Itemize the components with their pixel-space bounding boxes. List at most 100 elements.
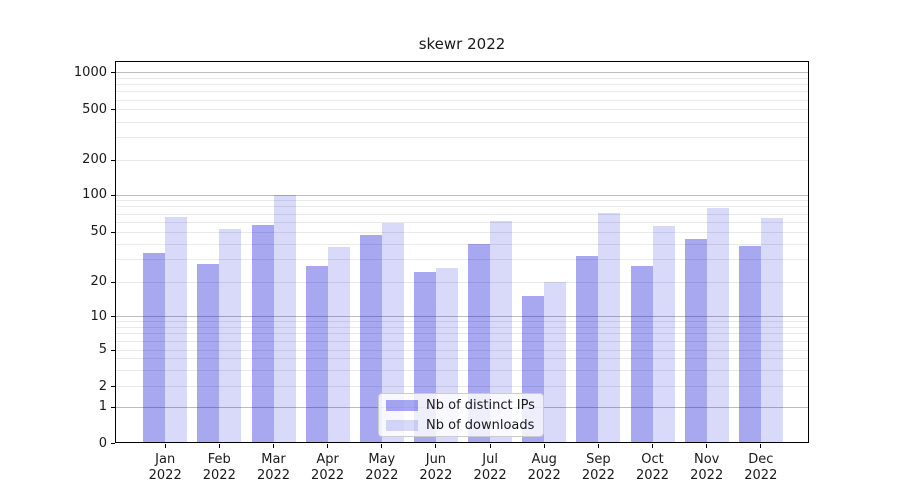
y-tick-label-5: 5 — [98, 342, 107, 357]
x-tick-label-jan: Jan 2022 — [148, 452, 182, 483]
legend-swatch-distinct-ips — [386, 399, 418, 411]
x-tick-label-sep: Sep 2022 — [581, 452, 615, 483]
x-tick-label-apr: Apr 2022 — [311, 452, 345, 483]
gridline-minor-90 — [116, 200, 808, 202]
legend-item-distinct-ips: Nb of distinct IPs — [386, 397, 543, 414]
y-tick-5 — [111, 349, 115, 351]
bar-distinct-ips-sep — [576, 256, 599, 443]
bar-downloads-nov — [706, 208, 729, 443]
x-tick-sep — [597, 443, 599, 448]
x-tick-label-aug: Aug 2022 — [527, 452, 561, 483]
x-tick-label-mar: Mar 2022 — [256, 452, 291, 483]
y-tick-50 — [111, 231, 115, 233]
gridline-major-10 — [116, 316, 808, 317]
x-tick-apr — [327, 443, 329, 448]
plot-area-border — [115, 61, 809, 443]
gridline-minor-200 — [116, 159, 808, 161]
gridline-minor-8 — [116, 326, 808, 328]
x-tick-label-may: May 2022 — [365, 452, 399, 483]
gridline-minor-70 — [116, 213, 808, 215]
bar-downloads-dec — [760, 218, 783, 443]
gridline-minor-6 — [116, 340, 808, 342]
gridline-minor-900 — [116, 77, 808, 79]
y-tick-20 — [111, 281, 115, 283]
x-tick-label-jul: Jul 2022 — [473, 452, 507, 483]
bar-distinct-ips-feb — [197, 263, 220, 443]
gridline-minor-3 — [116, 370, 808, 371]
gridline-minor-5 — [116, 349, 808, 351]
y-tick-label-100: 100 — [82, 187, 107, 202]
x-tick-label-jun: Jun 2022 — [419, 452, 453, 483]
bar-downloads-apr — [327, 247, 350, 443]
x-tick-mar — [273, 443, 274, 448]
bar-distinct-ips-nov — [684, 239, 707, 443]
y-tick-100 — [111, 194, 115, 196]
gridline-minor-500 — [116, 109, 808, 111]
gridline-major-1000 — [116, 72, 808, 74]
bar-downloads-may — [381, 223, 404, 443]
legend-item-downloads: Nb of downloads — [386, 417, 543, 434]
y-tick-label-2: 2 — [98, 378, 107, 394]
y-tick-label-10: 10 — [90, 308, 107, 324]
gridline-major-100 — [116, 194, 808, 196]
x-tick-may — [381, 443, 383, 448]
x-tick-jun — [435, 443, 437, 448]
x-tick-dec — [760, 443, 762, 448]
bar-downloads-feb — [219, 228, 242, 443]
gridline-minor-800 — [116, 84, 808, 86]
gridline-minor-2 — [116, 386, 808, 388]
x-tick-nov — [706, 443, 708, 448]
bar-distinct-ips-oct — [630, 265, 653, 443]
bar-downloads-oct — [652, 226, 675, 443]
x-tick-label-nov: Nov 2022 — [690, 452, 724, 483]
bar-downloads-mar — [273, 194, 296, 443]
y-tick-label-20: 20 — [90, 274, 107, 289]
gridline-minor-60 — [116, 221, 808, 223]
bar-downloads-jul — [490, 220, 513, 443]
y-tick-10 — [111, 316, 115, 317]
legend: Nb of distinct IPs Nb of downloads — [378, 393, 544, 437]
bar-distinct-ips-mar — [251, 225, 274, 443]
gridline-minor-4 — [116, 358, 808, 360]
y-tick-1 — [111, 406, 115, 408]
gridline-minor-40 — [116, 243, 808, 245]
bar-distinct-ips-apr — [305, 265, 328, 443]
gridline-minor-50 — [116, 231, 808, 233]
legend-swatch-downloads — [386, 419, 418, 431]
legend-label-downloads: Nb of downloads — [426, 417, 535, 433]
gridline-minor-600 — [116, 99, 808, 101]
y-tick-2 — [111, 386, 115, 388]
gridline-minor-80 — [116, 206, 808, 208]
x-tick-aug — [543, 443, 545, 448]
bar-downloads-jan — [165, 217, 188, 443]
y-tick-label-1: 1 — [98, 399, 107, 415]
x-tick-jul — [489, 443, 491, 448]
y-tick-200 — [111, 159, 115, 161]
x-tick-feb — [218, 443, 220, 448]
bar-distinct-ips-jan — [143, 253, 166, 443]
y-tick-label-50: 50 — [90, 224, 107, 239]
gridline-minor-30 — [116, 259, 808, 261]
y-tick-1000 — [111, 72, 115, 74]
y-tick-label-200: 200 — [82, 152, 107, 168]
gridline-minor-700 — [116, 91, 808, 93]
y-tick-label-0: 0 — [98, 435, 107, 451]
gridline-minor-7 — [116, 333, 808, 335]
x-tick-oct — [652, 443, 653, 448]
chart-title: skewr 2022 — [418, 35, 506, 53]
bar-distinct-ips-dec — [738, 245, 761, 443]
x-tick-label-oct: Oct 2022 — [635, 452, 670, 483]
x-tick-label-dec: Dec 2022 — [744, 452, 778, 483]
gridline-minor-20 — [116, 281, 808, 283]
y-tick-label-1000: 1000 — [73, 64, 107, 80]
gridline-minor-9 — [116, 321, 808, 323]
x-tick-label-feb: Feb 2022 — [202, 452, 236, 483]
legend-label-distinct-ips: Nb of distinct IPs — [426, 397, 535, 413]
bar-downloads-aug — [544, 282, 567, 443]
y-tick-label-500: 500 — [82, 101, 107, 117]
x-tick-jan — [164, 443, 166, 448]
bar-downloads-sep — [598, 213, 621, 443]
gridline-minor-400 — [116, 121, 808, 123]
bar-distinct-ips-may — [359, 235, 382, 443]
